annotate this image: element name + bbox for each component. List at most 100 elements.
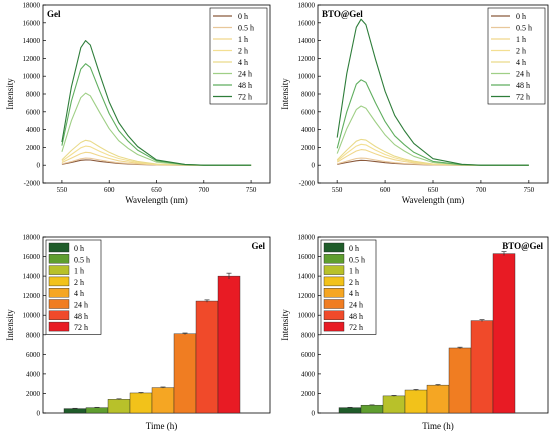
- legend-label: 1 h: [349, 267, 359, 276]
- bar-0-5-h: [85, 407, 109, 414]
- series-line-72-h: [61, 40, 252, 166]
- x-axis-label: Time (h): [146, 421, 177, 431]
- legend-label: 1 h: [516, 35, 526, 44]
- y-tick-label: 18000: [298, 2, 316, 10]
- y-tick-label: 2000: [301, 144, 316, 152]
- y-axis-label: Intensity: [5, 309, 15, 341]
- series-line-72-h: [336, 18, 529, 166]
- bar-0-5-h: [360, 404, 384, 414]
- legend-label: 2 h: [516, 47, 526, 56]
- y-tick-label: 10000: [23, 73, 41, 81]
- x-tick-label: 700: [476, 186, 487, 194]
- legend-label: 0.5 h: [349, 255, 365, 264]
- chart-panel-3: 0 2000 4000 6000 8000 10000 12000 14000 16000 180…: [5, 234, 271, 431]
- y-axis-label: Intensity: [5, 78, 15, 110]
- y-tick-label: 14000: [23, 37, 41, 45]
- bar-24-h: [173, 333, 197, 414]
- y-tick-label: 14000: [23, 273, 41, 281]
- legend-label: 0 h: [516, 12, 526, 21]
- y-tick-label: 12000: [23, 55, 41, 63]
- legend-label: 2 h: [349, 278, 359, 287]
- y-axis-label: Intensity: [280, 309, 290, 341]
- bar-1-h: [107, 399, 131, 414]
- y-tick-label: 6000: [301, 108, 316, 116]
- legend-swatch: [48, 265, 70, 275]
- y-tick-label: 0: [37, 410, 41, 418]
- bar-2-h: [129, 392, 153, 414]
- y-tick-label: 10000: [298, 73, 316, 81]
- y-tick-label: 8000: [301, 91, 316, 99]
- y-tick-label: 16000: [23, 253, 41, 261]
- y-tick-label: 0: [312, 162, 316, 170]
- legend-swatch: [323, 265, 345, 275]
- legend-label: 24 h: [516, 70, 530, 79]
- y-tick-label: 6000: [26, 351, 41, 359]
- legend-swatch: [323, 242, 345, 253]
- legend-label: 72 h: [349, 323, 363, 332]
- series-line-24-h: [336, 105, 529, 166]
- x-tick-label: 600: [380, 186, 391, 194]
- legend-label: 48 h: [516, 81, 530, 90]
- bar-4-h: [151, 387, 175, 414]
- chart-panel-2: -2000 0 2000 4000 6000 8000 10000 12000 14000 160…: [280, 2, 549, 205]
- bar-72-h: [492, 253, 516, 414]
- chart-panel-1: -2000 0 2000 4000 6000 8000 10000 12000 14000 160…: [5, 2, 271, 205]
- bar-24-h: [448, 347, 472, 414]
- legend-label: 48 h: [74, 312, 88, 321]
- legend-label: 0 h: [349, 244, 359, 253]
- bar-4-h: [426, 384, 450, 414]
- legend-swatch: [323, 288, 345, 298]
- legend-label: 24 h: [349, 301, 363, 310]
- legend-label: 24 h: [238, 70, 252, 79]
- y-tick-label: 2000: [26, 144, 41, 152]
- y-tick-label: 16000: [298, 19, 316, 27]
- bar-1-h: [382, 395, 406, 414]
- y-tick-label: 0: [37, 162, 41, 170]
- legend-label: 0.5 h: [516, 24, 532, 33]
- y-tick-label: 6000: [301, 351, 316, 359]
- x-axis-label: Wavelength (nm): [125, 195, 188, 205]
- legend-swatch: [323, 299, 345, 309]
- x-axis-label: Time (h): [422, 421, 453, 431]
- chart-title: BTO@Gel: [322, 9, 363, 19]
- y-tick-label: 12000: [298, 292, 316, 300]
- bar-48-h: [195, 300, 219, 414]
- legend-label: 1 h: [238, 35, 248, 44]
- y-tick-label: 8000: [26, 331, 41, 339]
- y-tick-label: 18000: [23, 234, 41, 242]
- x-tick-label: 550: [332, 186, 343, 194]
- x-tick-label: 750: [524, 186, 535, 194]
- legend-swatch: [48, 321, 70, 332]
- legend-label: 0.5 h: [74, 255, 90, 264]
- y-tick-label: 18000: [23, 2, 41, 10]
- x-axis-label: Wavelength (nm): [402, 195, 465, 205]
- legend-label: 2 h: [74, 278, 84, 287]
- legend-label: 4 h: [74, 289, 84, 298]
- legend-box: [487, 7, 546, 105]
- y-tick-label: 8000: [26, 91, 41, 99]
- legend-label: 72 h: [238, 93, 252, 102]
- chart-title: Gel: [252, 241, 266, 251]
- bar-72-h: [217, 275, 241, 414]
- legend-label: 1 h: [74, 267, 84, 276]
- x-tick-label: 650: [428, 186, 439, 194]
- x-tick-label: 650: [151, 186, 162, 194]
- y-tick-label: 16000: [298, 253, 316, 261]
- bar-2-h: [404, 389, 428, 414]
- legend-swatch: [48, 288, 70, 298]
- bar-0-h: [338, 407, 362, 414]
- legend-box: [209, 7, 268, 105]
- y-tick-label: 4000: [26, 370, 41, 378]
- legend-label: 72 h: [516, 93, 530, 102]
- legend-label: 2 h: [238, 47, 248, 56]
- legend-swatch: [48, 299, 70, 309]
- chart-panel-4: 0 2000 4000 6000 8000 10000 12000 14000 16000 180…: [280, 234, 549, 431]
- legend-label: 0 h: [74, 244, 84, 253]
- legend-label: 48 h: [349, 312, 363, 321]
- y-tick-label: 14000: [298, 273, 316, 281]
- y-tick-label: -2000: [24, 180, 41, 188]
- x-tick-label: 600: [104, 186, 115, 194]
- y-tick-label: 16000: [23, 19, 41, 27]
- y-tick-label: 12000: [298, 55, 316, 63]
- y-tick-label: 2000: [301, 390, 316, 398]
